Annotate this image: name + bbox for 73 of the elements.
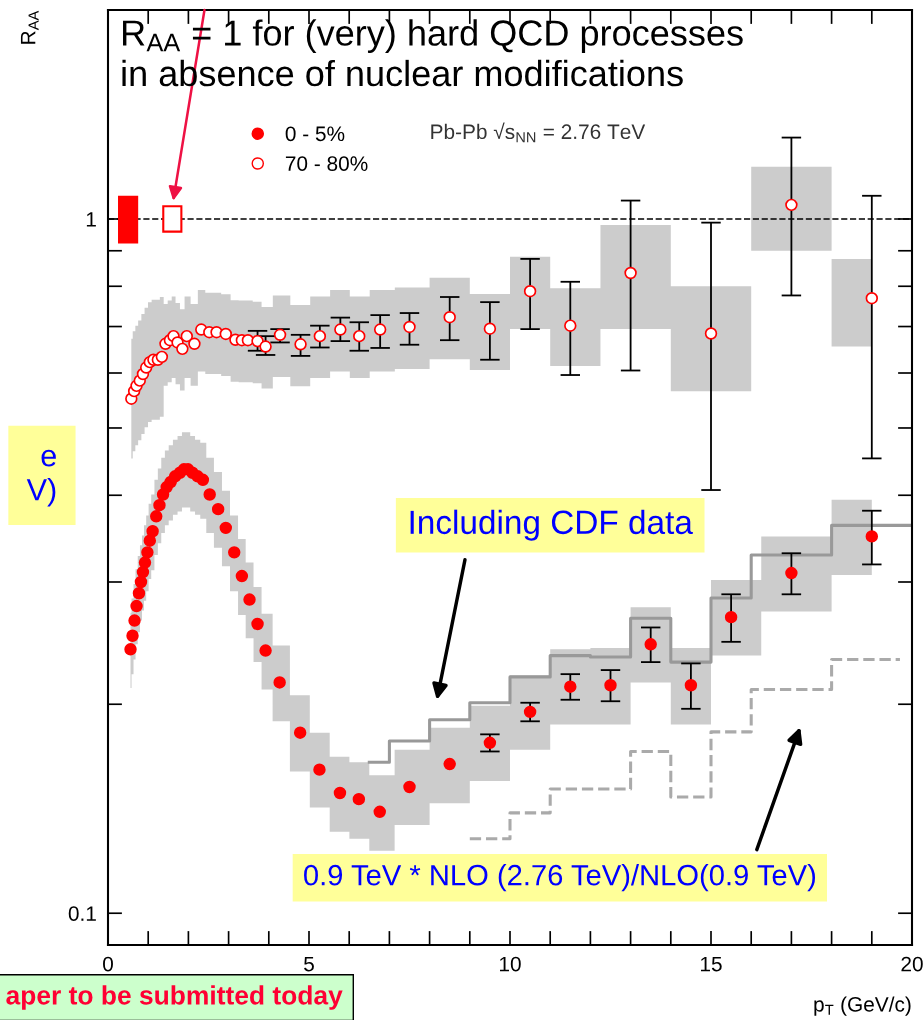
point	[644, 638, 657, 651]
x-tick-label: 0	[103, 956, 113, 972]
point	[124, 643, 137, 656]
point	[138, 556, 152, 569]
point	[523, 284, 537, 298]
point	[352, 792, 366, 806]
annotation: Pb-Pb √s$_{NN}$ = 2.76 TeV	[431, 122, 646, 143]
y-axis-title: R$_{AA}$	[20, 10, 39, 44]
point	[132, 587, 146, 600]
point	[203, 488, 216, 501]
x-tick-label: 10	[500, 956, 521, 972]
point	[128, 614, 141, 627]
annotation: 0.9 TeV * NLO (2.76 TeV)/NLO(0.9 TeV)	[304, 864, 816, 892]
point	[724, 610, 738, 624]
point	[228, 546, 241, 559]
point	[785, 198, 798, 212]
point	[684, 679, 698, 692]
point	[353, 329, 366, 343]
point	[704, 327, 718, 340]
point	[243, 593, 256, 606]
point	[150, 510, 163, 523]
point	[604, 679, 617, 692]
annotation: Including CDF data	[410, 509, 693, 541]
point	[235, 569, 249, 583]
point	[865, 530, 879, 543]
point	[219, 327, 233, 341]
point	[373, 323, 387, 336]
point	[134, 575, 148, 589]
point	[483, 322, 497, 335]
point	[146, 525, 159, 538]
x-tick-label: 20	[901, 956, 923, 972]
point	[443, 757, 456, 771]
point	[141, 546, 154, 559]
point	[273, 328, 287, 342]
point	[293, 726, 307, 739]
point	[785, 566, 798, 580]
point	[403, 780, 416, 794]
x-tick-label: 5	[304, 956, 314, 972]
point	[273, 676, 286, 689]
point	[564, 319, 577, 332]
point	[259, 340, 272, 353]
point	[126, 629, 139, 642]
point	[624, 266, 637, 280]
text: aper to be submitted today	[6, 985, 343, 1010]
point	[219, 521, 233, 535]
point	[373, 805, 386, 818]
point	[865, 291, 879, 305]
point	[259, 644, 272, 657]
point	[334, 323, 347, 336]
y-tick-label: 1	[86, 212, 96, 227]
point	[403, 320, 416, 334]
point	[130, 599, 143, 613]
point	[251, 617, 264, 631]
y-tick-label: 0.1	[68, 906, 96, 921]
legend-label: 0 - 5%	[285, 126, 345, 142]
point	[564, 680, 577, 693]
text: e V)	[26, 449, 56, 507]
point	[443, 310, 456, 324]
point	[188, 337, 201, 351]
point	[211, 502, 225, 516]
x-axis-title: p$_{T}$ (GeV/c)	[814, 996, 911, 1016]
point	[196, 473, 210, 487]
point	[155, 350, 169, 364]
point	[180, 329, 194, 343]
x-tick-label: 15	[701, 956, 722, 972]
legend-label: 70 - 80%	[285, 156, 368, 171]
point	[313, 763, 326, 776]
point	[333, 786, 347, 800]
point	[294, 338, 307, 351]
point	[176, 342, 189, 356]
point	[143, 534, 157, 547]
point	[313, 329, 327, 343]
point	[153, 499, 166, 512]
